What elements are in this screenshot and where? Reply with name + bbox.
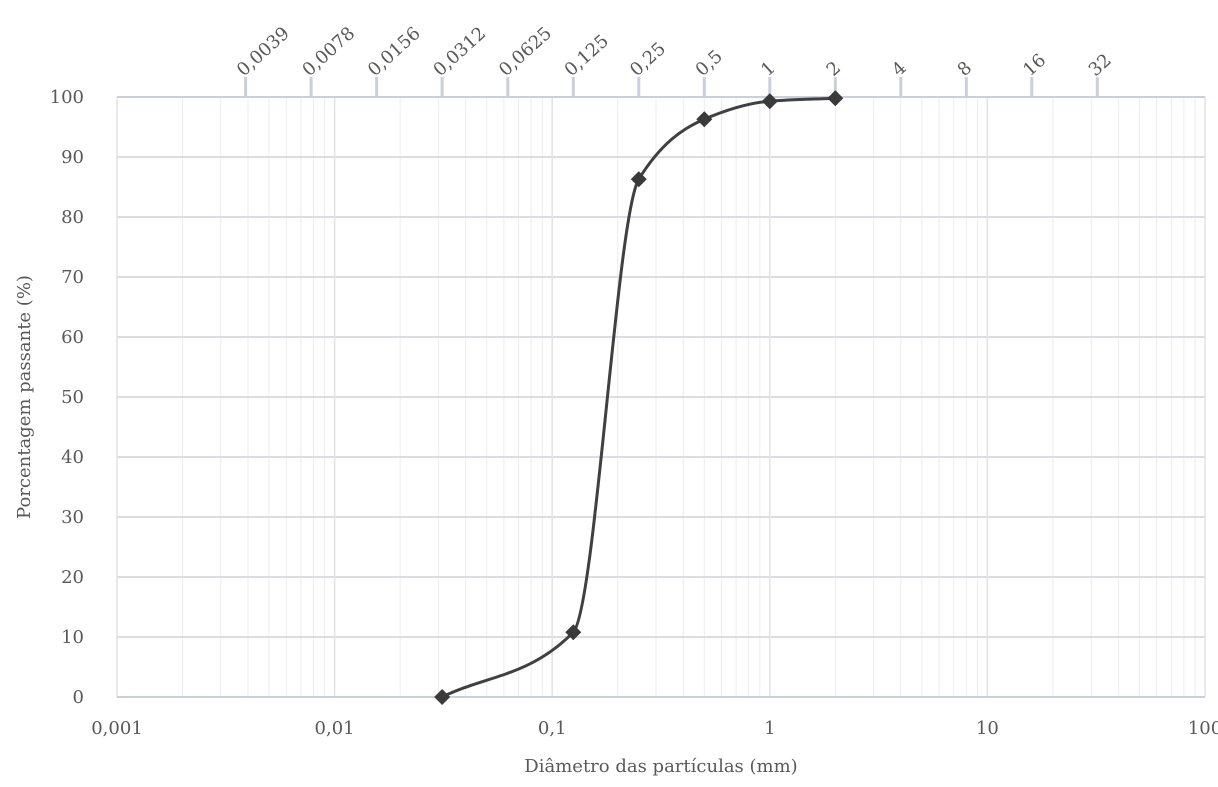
y-tick-label: 70 <box>61 267 84 288</box>
top-tick-label: 0,0039 <box>233 23 294 81</box>
data-point <box>761 93 778 110</box>
x-tick-label: 0,1 <box>538 718 567 739</box>
data-point <box>434 689 451 705</box>
x-tick-label: 0,001 <box>91 718 143 739</box>
y-tick-label: 80 <box>61 207 84 228</box>
data-point <box>630 171 647 188</box>
x-tick-label: 100 <box>1188 718 1218 739</box>
x-axis-label: Diâmetro das partículas (mm) <box>524 756 797 777</box>
top-tick-label: 32 <box>1085 50 1116 81</box>
y-axis-label: Porcentagem passante (%) <box>14 275 35 519</box>
y-tick-label: 30 <box>61 507 84 528</box>
x-tick-label: 10 <box>976 718 999 739</box>
data-point <box>565 624 582 641</box>
y-tick-label: 20 <box>61 567 84 588</box>
y-tick-label: 50 <box>61 387 84 408</box>
y-tick-label: 40 <box>61 447 84 468</box>
y-tick-label: 10 <box>61 627 84 648</box>
y-tick-label: 0 <box>73 687 84 708</box>
top-tick-label: 0,0625 <box>495 23 556 81</box>
top-tick-label: 0,0156 <box>364 23 425 81</box>
top-tick-label: 1 <box>757 57 780 80</box>
top-tick-label: 8 <box>954 57 977 80</box>
top-tick-label: 2 <box>823 57 846 80</box>
y-tick-label: 90 <box>61 147 84 168</box>
top-tick-label: 0,5 <box>692 46 727 81</box>
y-tick-label: 100 <box>50 87 84 108</box>
data-point <box>827 90 844 107</box>
top-tick-label: 0,0078 <box>298 23 359 81</box>
y-tick-label: 60 <box>61 327 84 348</box>
top-tick-label: 16 <box>1019 50 1050 81</box>
x-tick-label: 1 <box>764 718 775 739</box>
top-tick-label: 0,125 <box>561 31 613 81</box>
top-tick-label: 0,25 <box>626 38 670 80</box>
data-point <box>696 111 713 128</box>
top-tick-label: 4 <box>888 57 911 80</box>
top-tick-label: 0,0312 <box>429 23 490 81</box>
x-tick-label: 0,01 <box>315 718 355 739</box>
